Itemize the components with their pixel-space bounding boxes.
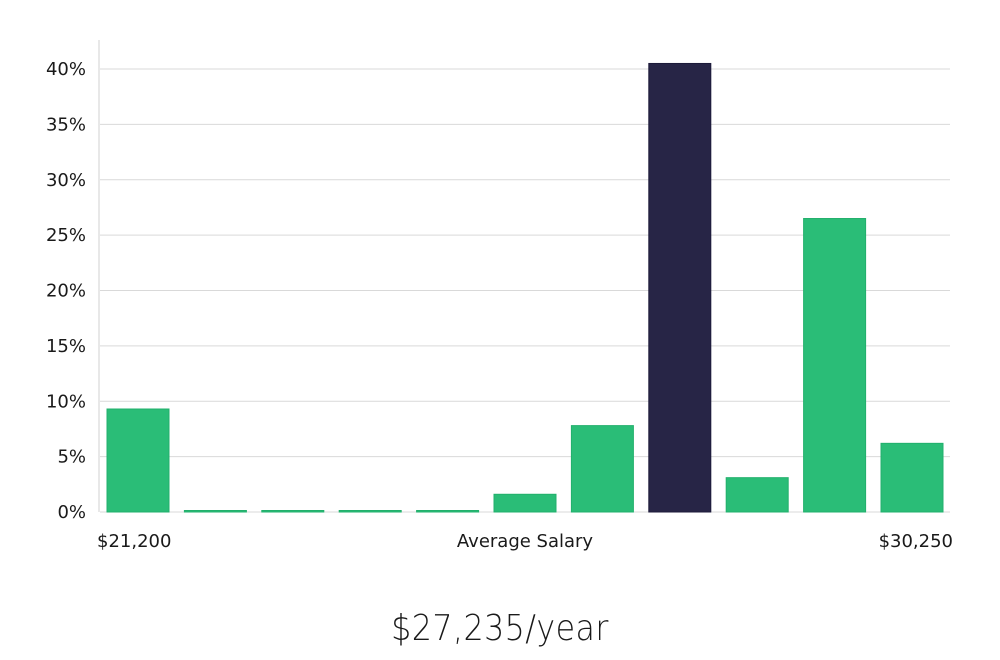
x-label-max: $30,250 <box>879 531 953 552</box>
x-label-min: $21,200 <box>97 531 171 552</box>
x-label-center: Average Salary <box>457 531 594 552</box>
y-tick-label: 0% <box>57 502 86 523</box>
y-axis-ticks: 0% 5% 10% 15% 20% 25% 30% 35% 40% <box>46 59 86 523</box>
y-tick-label: 10% <box>46 391 86 412</box>
gridlines <box>100 68 950 513</box>
bar <box>493 493 557 513</box>
bar-highlight <box>648 62 712 513</box>
y-tick-label: 5% <box>57 447 86 468</box>
y-tick-label: 15% <box>46 336 86 357</box>
y-tick-label: 25% <box>46 225 86 246</box>
bar <box>880 442 944 513</box>
salary-histogram: 0% 5% 10% 15% 20% 25% 30% 35% 40% $21,200 Averag… <box>46 40 953 552</box>
y-tick-label: 20% <box>46 281 86 302</box>
y-tick-label: 40% <box>46 59 86 80</box>
y-tick-label: 35% <box>46 114 86 135</box>
bar <box>803 218 867 513</box>
bar <box>261 510 325 513</box>
bars <box>106 62 944 513</box>
bar <box>570 425 634 513</box>
bar <box>338 510 402 513</box>
bar <box>725 477 789 513</box>
bar <box>183 510 247 513</box>
bar <box>106 408 170 513</box>
average-salary-headline: $27,235/year <box>391 608 609 649</box>
y-tick-label: 30% <box>46 170 86 191</box>
bar <box>416 510 480 513</box>
